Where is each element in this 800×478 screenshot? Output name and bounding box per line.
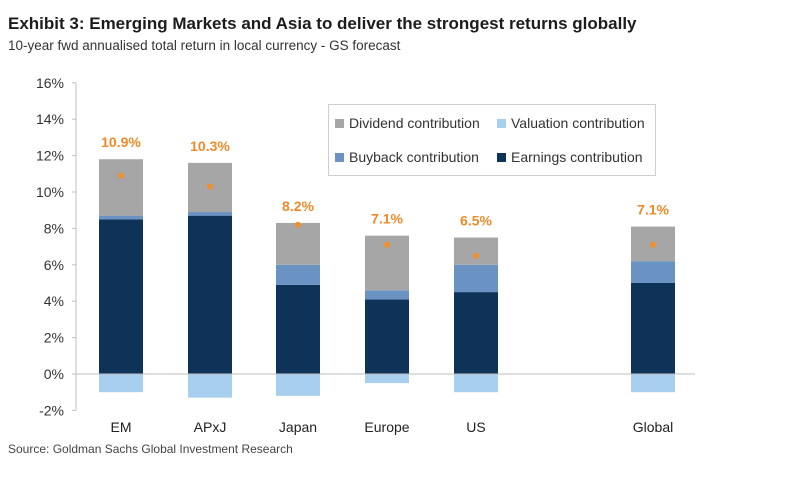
bar-segment-earnings: [276, 284, 320, 374]
x-category-label: Europe: [364, 419, 409, 435]
legend-item-buyback: Buyback contribution: [335, 149, 479, 165]
y-tick-label: 6%: [44, 257, 64, 273]
total-marker: [384, 241, 390, 248]
legend-swatch-buyback: [335, 152, 344, 162]
chart-subtitle: 10-year fwd annualised total return in l…: [8, 38, 401, 53]
bar-segment-valuation: [188, 374, 232, 398]
x-category-label: Global: [633, 419, 673, 435]
bar-segment-buyback: [276, 264, 320, 285]
y-tick-label: 0%: [44, 366, 64, 382]
total-marker: [207, 183, 213, 190]
bar-segment-valuation: [631, 374, 675, 393]
legend-swatch-earnings: [497, 152, 506, 162]
y-tick-label: 8%: [44, 220, 64, 236]
x-category-label: US: [466, 419, 485, 435]
x-category-label: Japan: [279, 419, 317, 435]
chart-legend: Dividend contribution Valuation contribu…: [328, 104, 656, 176]
y-tick-label: 4%: [44, 293, 64, 309]
y-tick-label: -2%: [39, 402, 64, 418]
bar-segment-valuation: [276, 374, 320, 396]
bar-segment-buyback: [188, 212, 232, 216]
legend-label-buyback: Buyback contribution: [349, 149, 479, 165]
bar-segment-dividend: [454, 237, 498, 265]
legend-label-earnings: Earnings contribution: [511, 149, 643, 165]
total-label: 10.9%: [101, 134, 141, 150]
y-tick-label: 2%: [44, 330, 64, 346]
x-category-label: EM: [111, 419, 132, 435]
legend-item-valuation: Valuation contribution: [497, 115, 645, 131]
legend-swatch-valuation: [497, 118, 506, 128]
bar-segment-buyback: [631, 261, 675, 283]
y-tick-label: 16%: [36, 75, 64, 91]
total-label: 7.1%: [371, 211, 403, 227]
legend-item-dividend: Dividend contribution: [335, 115, 480, 131]
source-note: Source: Goldman Sachs Global Investment …: [8, 442, 293, 456]
bar-segment-dividend: [276, 222, 320, 265]
bar-segment-earnings: [365, 299, 409, 374]
bar-segment-buyback: [99, 215, 143, 220]
y-tick-label: 12%: [36, 148, 64, 164]
total-marker: [473, 252, 479, 259]
total-label: 8.2%: [282, 198, 314, 214]
legend-label-valuation: Valuation contribution: [511, 115, 645, 131]
y-tick-label: 10%: [36, 184, 64, 200]
bar-segment-valuation: [454, 374, 498, 393]
bar-segment-buyback: [365, 290, 409, 300]
bar-segment-valuation: [99, 374, 143, 393]
chart-title: Exhibit 3: Emerging Markets and Asia to …: [8, 14, 637, 33]
bar-segment-earnings: [454, 292, 498, 374]
legend-label-dividend: Dividend contribution: [349, 115, 480, 131]
y-tick-label: 14%: [36, 111, 64, 127]
total-label: 10.3%: [190, 138, 230, 154]
x-category-label: APxJ: [194, 419, 227, 435]
legend-swatch-dividend: [335, 118, 344, 128]
total-marker: [650, 241, 656, 248]
total-marker: [118, 172, 124, 179]
bar-segment-valuation: [365, 374, 409, 384]
bar-segment-earnings: [188, 215, 232, 374]
total-label: 7.1%: [637, 202, 669, 218]
bar-segment-earnings: [631, 283, 675, 374]
legend-item-earnings: Earnings contribution: [497, 149, 643, 165]
total-label: 6.5%: [460, 213, 492, 229]
bar-segment-buyback: [454, 264, 498, 293]
bar-segment-earnings: [99, 219, 143, 374]
bar-segment-dividend: [99, 159, 143, 216]
total-marker: [295, 221, 301, 228]
